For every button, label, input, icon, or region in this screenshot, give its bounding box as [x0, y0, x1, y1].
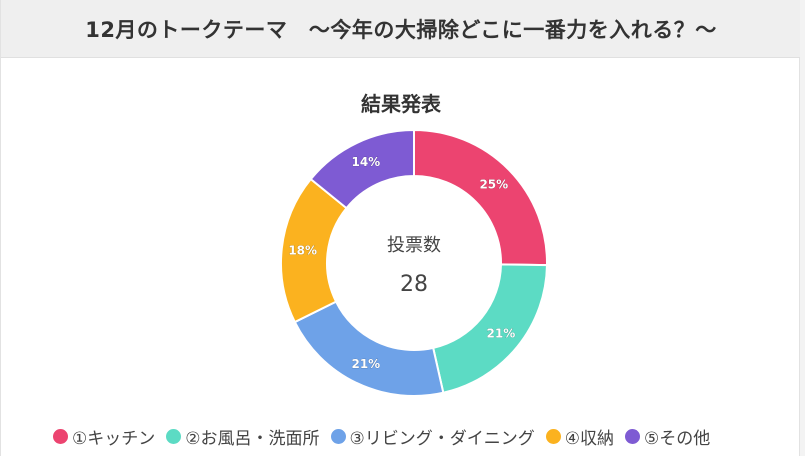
legend-dot-icon — [625, 429, 640, 444]
legend-dot-icon — [545, 429, 561, 444]
legend-label: ⑤その他 — [644, 429, 711, 449]
legend-label: ④収納 — [564, 429, 614, 449]
center-label: 投票数 — [387, 235, 441, 256]
page-title: 12月のトークテーマ ～今年の大掃除どこに一番力を入れる？～ — [1, 0, 801, 58]
legend-label: ③リビング・ダイニング — [349, 429, 535, 449]
slice-value-label: 14% — [351, 155, 380, 169]
legend-label: ①キッチン — [72, 429, 156, 449]
legend-dot-icon — [166, 429, 182, 444]
legend-dot-icon — [330, 429, 346, 444]
center-value: 28 — [400, 272, 428, 297]
legend-dot-icon — [53, 429, 68, 444]
legend-item[interactable]: ①キッチン — [53, 424, 155, 449]
donut-slice[interactable] — [309, 128, 415, 210]
slice-value-label: 25% — [479, 177, 508, 191]
slice-value-label: 21% — [487, 327, 516, 341]
legend-label: ②お風呂・洗面所 — [185, 429, 320, 449]
legend-item[interactable]: ③リビング・ダイニング — [330, 424, 535, 449]
legend-item[interactable]: ④収納 — [545, 424, 614, 449]
slice-value-label: 21% — [351, 357, 380, 371]
legend-item[interactable]: ②お風呂・洗面所 — [166, 424, 320, 449]
chart-title: 結果発表 — [361, 92, 441, 116]
donut-value-labels: 25% 21% 21% 18% 14% — [288, 155, 516, 372]
chart-legend: ①キッチン ②お風呂・洗面所 ③リビング・ダイニング ④収納 ⑤その他 — [53, 424, 721, 449]
legend-item[interactable]: ⑤その他 — [625, 424, 710, 449]
slice-value-label: 18% — [288, 244, 317, 258]
donut-slices — [280, 128, 548, 397]
donut-slice[interactable] — [293, 300, 445, 397]
scroll-track — [800, 0, 805, 456]
